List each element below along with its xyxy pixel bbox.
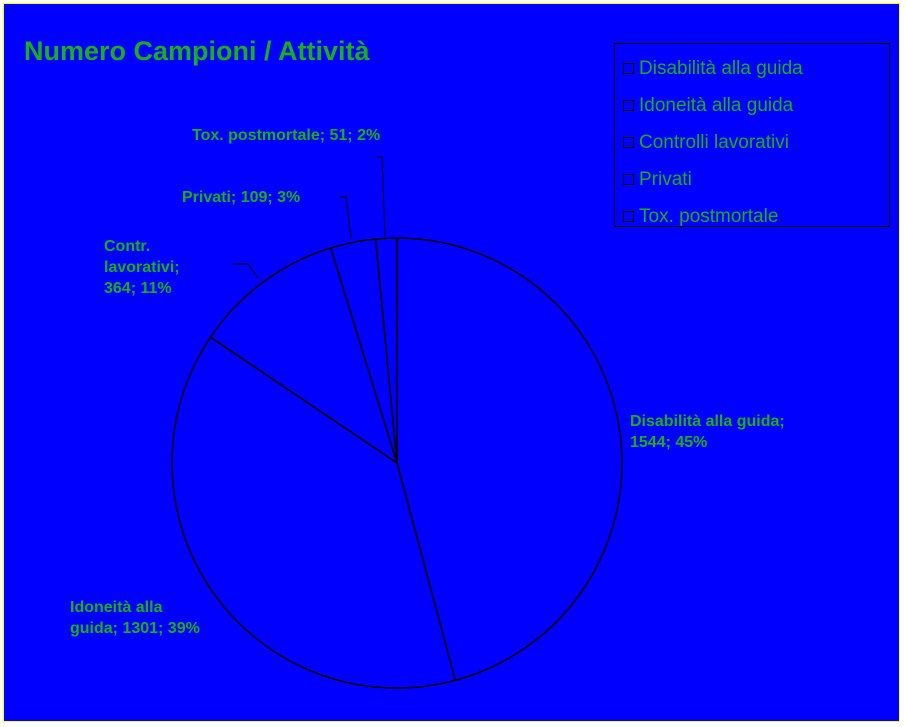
slice-label-disabilita: Disabilità alla guida; 1544; 45%	[630, 413, 785, 451]
legend-swatch	[623, 174, 634, 185]
legend-item-tox: Tox. postmortale	[615, 198, 889, 235]
legend-swatch	[623, 211, 634, 222]
chart-title: Numero Campioni / Attività	[24, 36, 370, 66]
slice-label-controlli: Contr. lavorativi; 364; 11%	[104, 238, 180, 297]
legend-label: Idoneità alla guida	[639, 94, 794, 116]
legend-item-privati: Privati	[615, 161, 889, 198]
legend-swatch	[623, 100, 634, 111]
legend-label: Disabilità alla guida	[639, 57, 803, 79]
slice-label-idoneita: Idoneità alla guida; 1301; 39%	[70, 599, 200, 637]
legend-item-idoneita: Idoneità alla guida	[615, 87, 889, 124]
pie-slice-idoneit-alla-guida	[171, 336, 457, 689]
legend-item-disabilita: Disabilità alla guida	[615, 50, 889, 87]
legend-swatch	[623, 63, 634, 74]
pie-slice-controlli-lavorativi	[209, 247, 399, 465]
slice-label-tox: Tox. postmortale; 51; 2%	[192, 127, 381, 144]
pie-slice-tox-postmortale	[374, 237, 398, 464]
legend: Disabilità alla guida Idoneità alla guid…	[614, 43, 890, 227]
leader-line-controlli	[233, 263, 259, 279]
leader-line-tox	[377, 156, 386, 237]
legend-item-controlli: Controlli lavorativi	[615, 124, 889, 161]
legend-swatch	[623, 137, 634, 148]
legend-label: Controlli lavorativi	[639, 131, 789, 153]
legend-label: Tox. postmortale	[639, 205, 779, 227]
slice-label-privati: Privati; 109; 3%	[182, 189, 301, 206]
legend-label: Privati	[639, 168, 692, 190]
pie-slice-disabilit-alla-guida	[396, 237, 623, 682]
leader-line-privati	[340, 196, 352, 239]
